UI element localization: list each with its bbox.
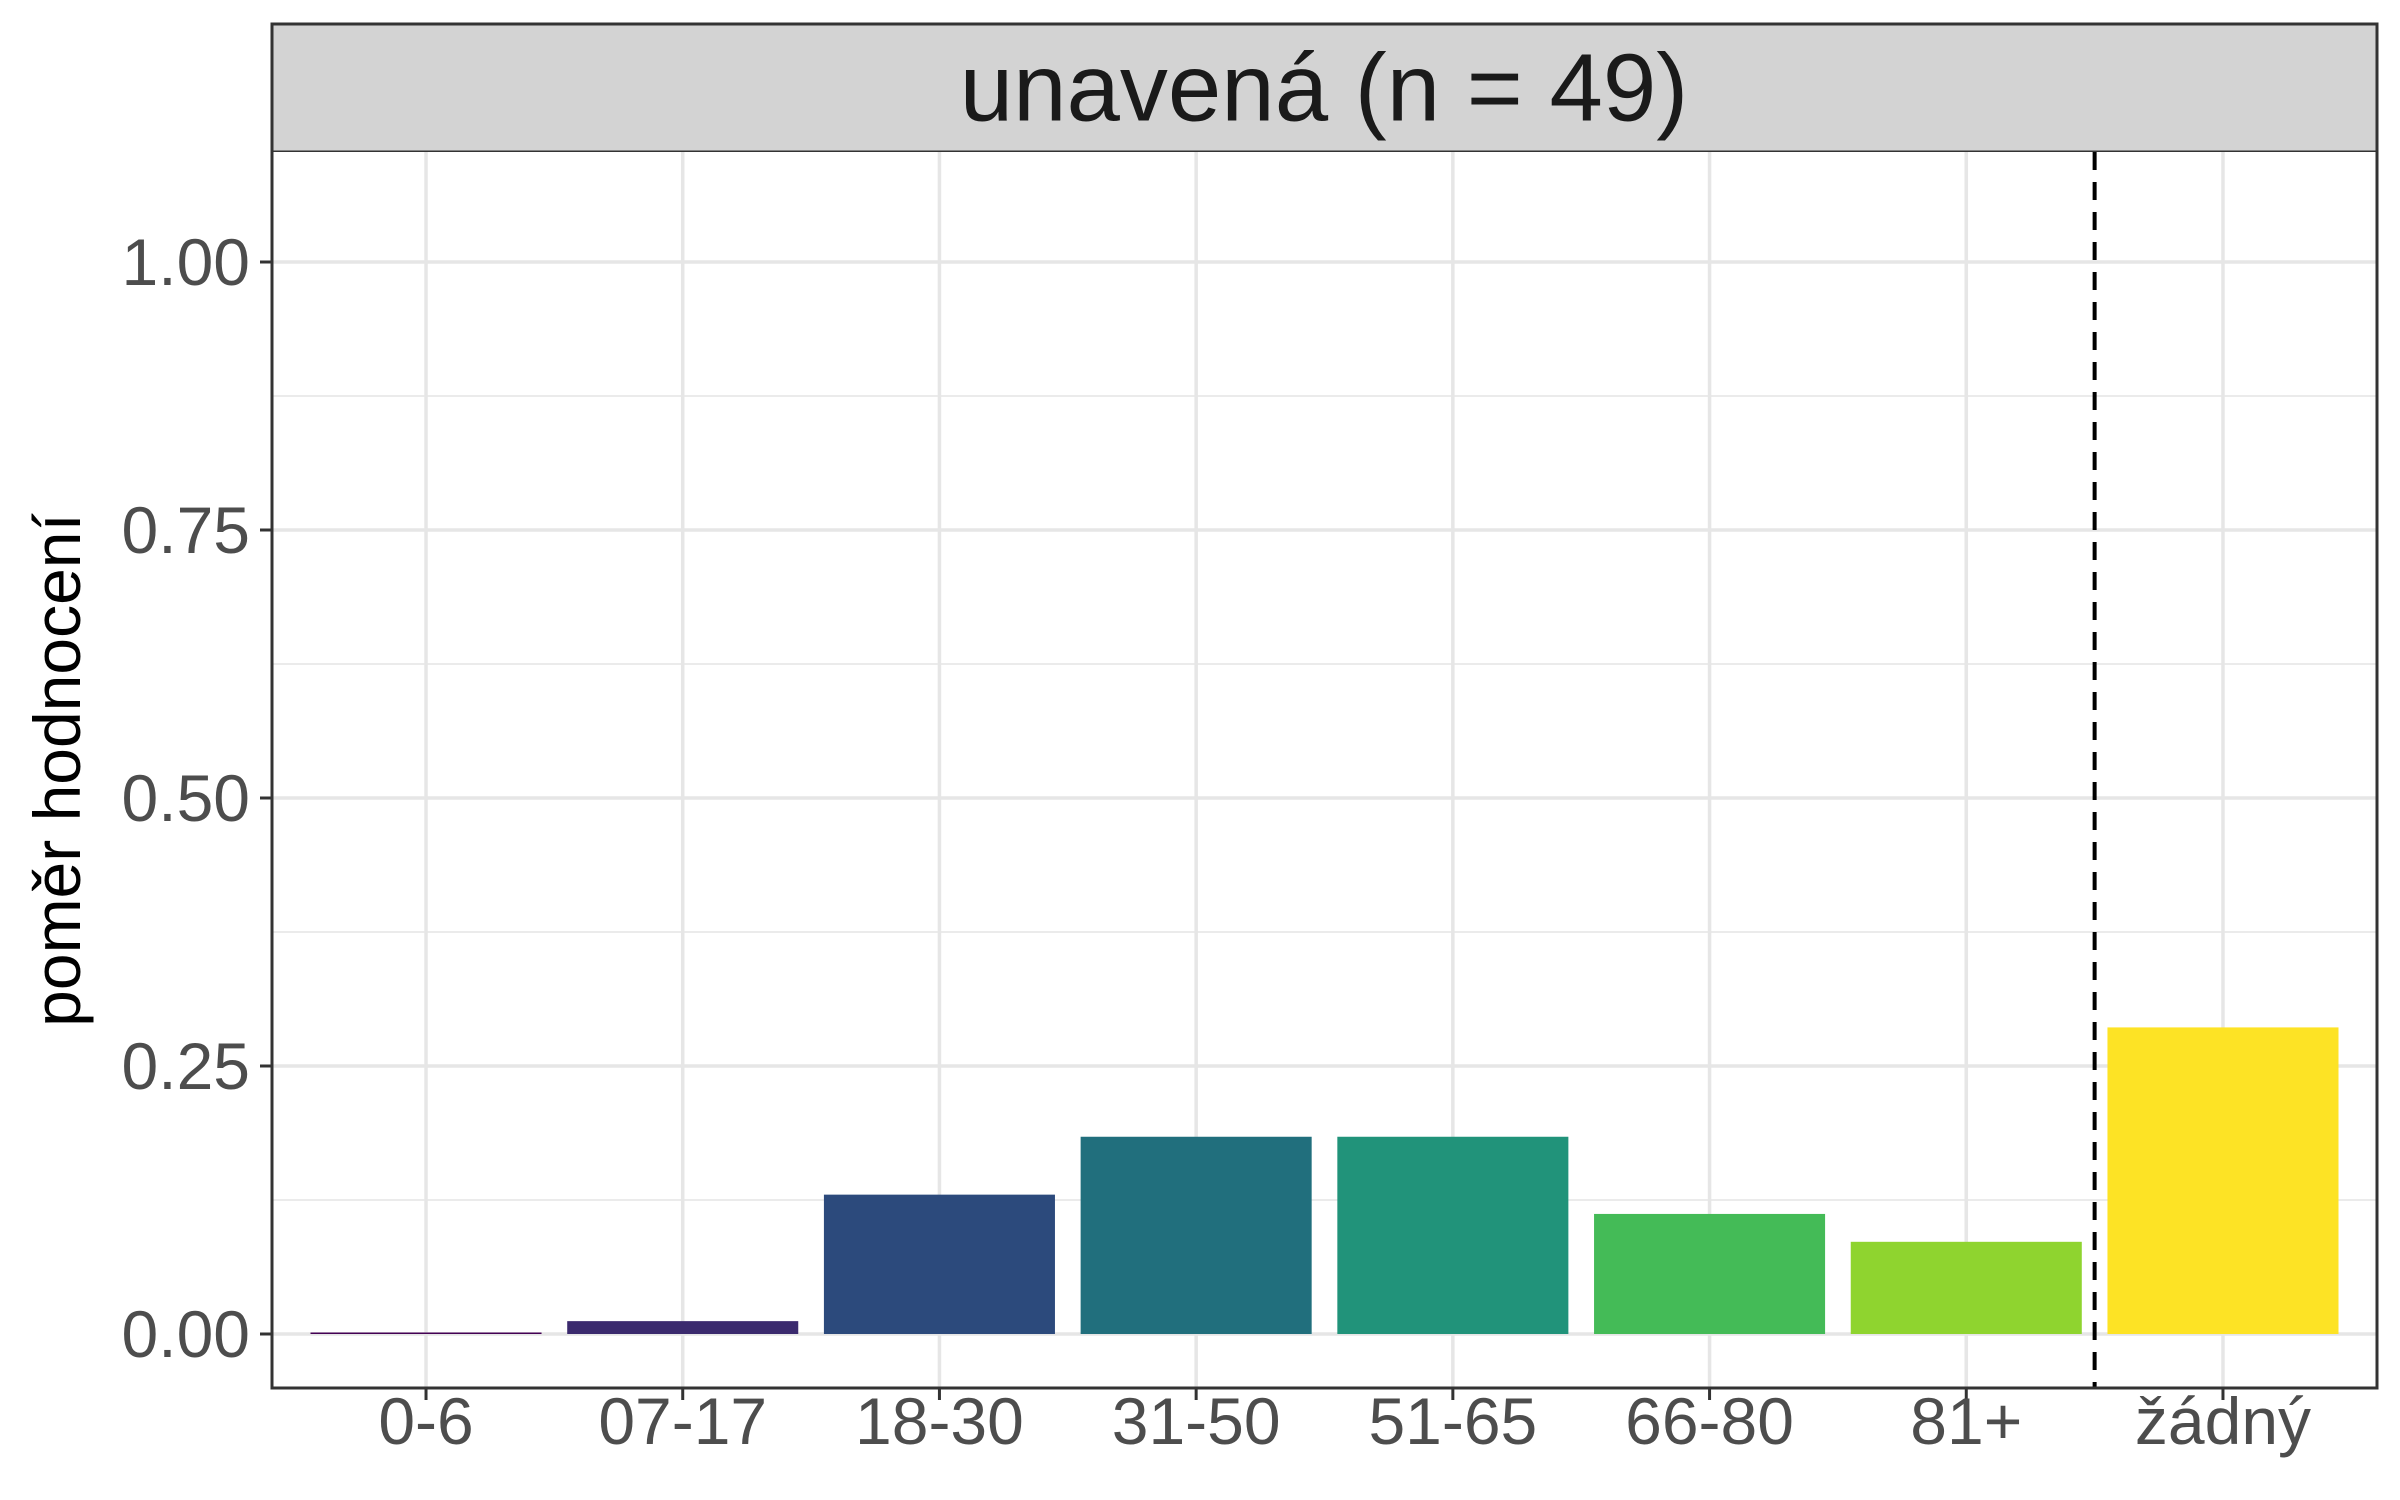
x-axis: 0-6 07-17 18-30 31-50 51-65 66-80 81+ žádný <box>378 1384 2311 1458</box>
y-axis: 0.00 0.25 0.50 0.75 1.00 <box>122 225 272 1371</box>
x-tick-label: 07-17 <box>598 1384 767 1458</box>
y-tick-label: 0.25 <box>122 1029 250 1103</box>
bar-51-65 <box>1337 1136 1569 1334</box>
plot-panel <box>270 22 2379 1390</box>
chart-title: unavená (n = 49) <box>960 35 1689 142</box>
x-tick-label: 18-30 <box>855 1384 1024 1458</box>
x-tick-label: 51-65 <box>1368 1384 1537 1458</box>
bar-66-80 <box>1594 1213 1826 1334</box>
bar-0-6 <box>310 1332 542 1334</box>
x-tick-label: 81+ <box>1910 1384 2022 1458</box>
bar-31-50 <box>1080 1136 1312 1334</box>
y-tick-label: 1.00 <box>122 225 250 299</box>
x-tick-label: 0-6 <box>378 1384 473 1458</box>
bars <box>310 1027 2339 1334</box>
bar-18-30 <box>823 1194 1055 1334</box>
bar-81+ <box>1850 1241 2082 1334</box>
x-tick-label: žádný <box>2135 1384 2311 1458</box>
facet-strip <box>270 22 2379 154</box>
x-tick-label: 66-80 <box>1625 1384 1794 1458</box>
y-tick-label: 0.50 <box>122 761 250 835</box>
bar-žádný <box>2107 1027 2339 1334</box>
panel-background <box>272 152 2377 1388</box>
y-tick-label: 0.75 <box>122 493 250 567</box>
y-axis-title: poměr hodnocení <box>20 512 94 1026</box>
bar-07-17 <box>567 1321 799 1334</box>
x-tick-label: 31-50 <box>1112 1384 1281 1458</box>
gridlines <box>272 152 2377 1388</box>
panel-border <box>270 22 2379 1390</box>
y-tick-label: 0.00 <box>122 1297 250 1371</box>
